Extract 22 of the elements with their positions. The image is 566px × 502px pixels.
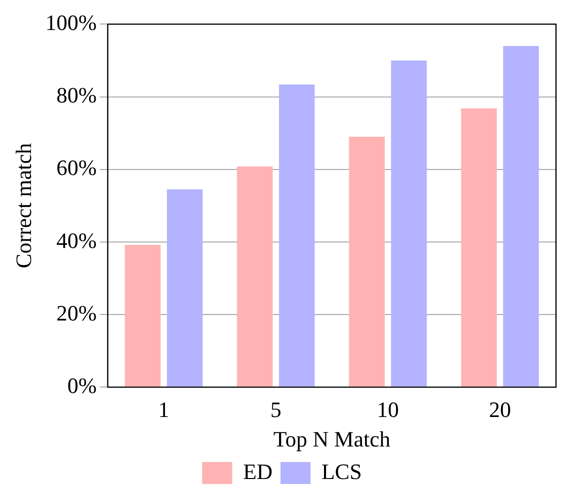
x-tick-label: 1 <box>158 397 170 422</box>
bar <box>236 166 273 387</box>
y-tick-label: 80% <box>56 82 97 108</box>
y-axis-title: Correct match <box>10 143 36 268</box>
bar <box>124 244 161 387</box>
y-tick-label: 0% <box>67 372 97 398</box>
bar <box>503 46 539 387</box>
x-tick-label: 20 <box>488 397 511 422</box>
legend-label: ED <box>243 458 272 484</box>
bar <box>391 60 427 387</box>
y-tick-label: 100% <box>45 10 97 35</box>
bar <box>349 136 385 387</box>
bar <box>461 108 497 387</box>
x-axis-title: Top N Match <box>273 426 390 452</box>
y-tick-label: 60% <box>56 155 97 180</box>
y-tick-label: 40% <box>56 228 97 253</box>
legend-label: LCS <box>321 458 362 484</box>
bar <box>166 189 203 387</box>
y-tick-label: 20% <box>56 300 97 326</box>
x-tick-label: 5 <box>270 397 282 422</box>
x-tick-label: 10 <box>376 397 399 422</box>
bar <box>278 84 315 387</box>
